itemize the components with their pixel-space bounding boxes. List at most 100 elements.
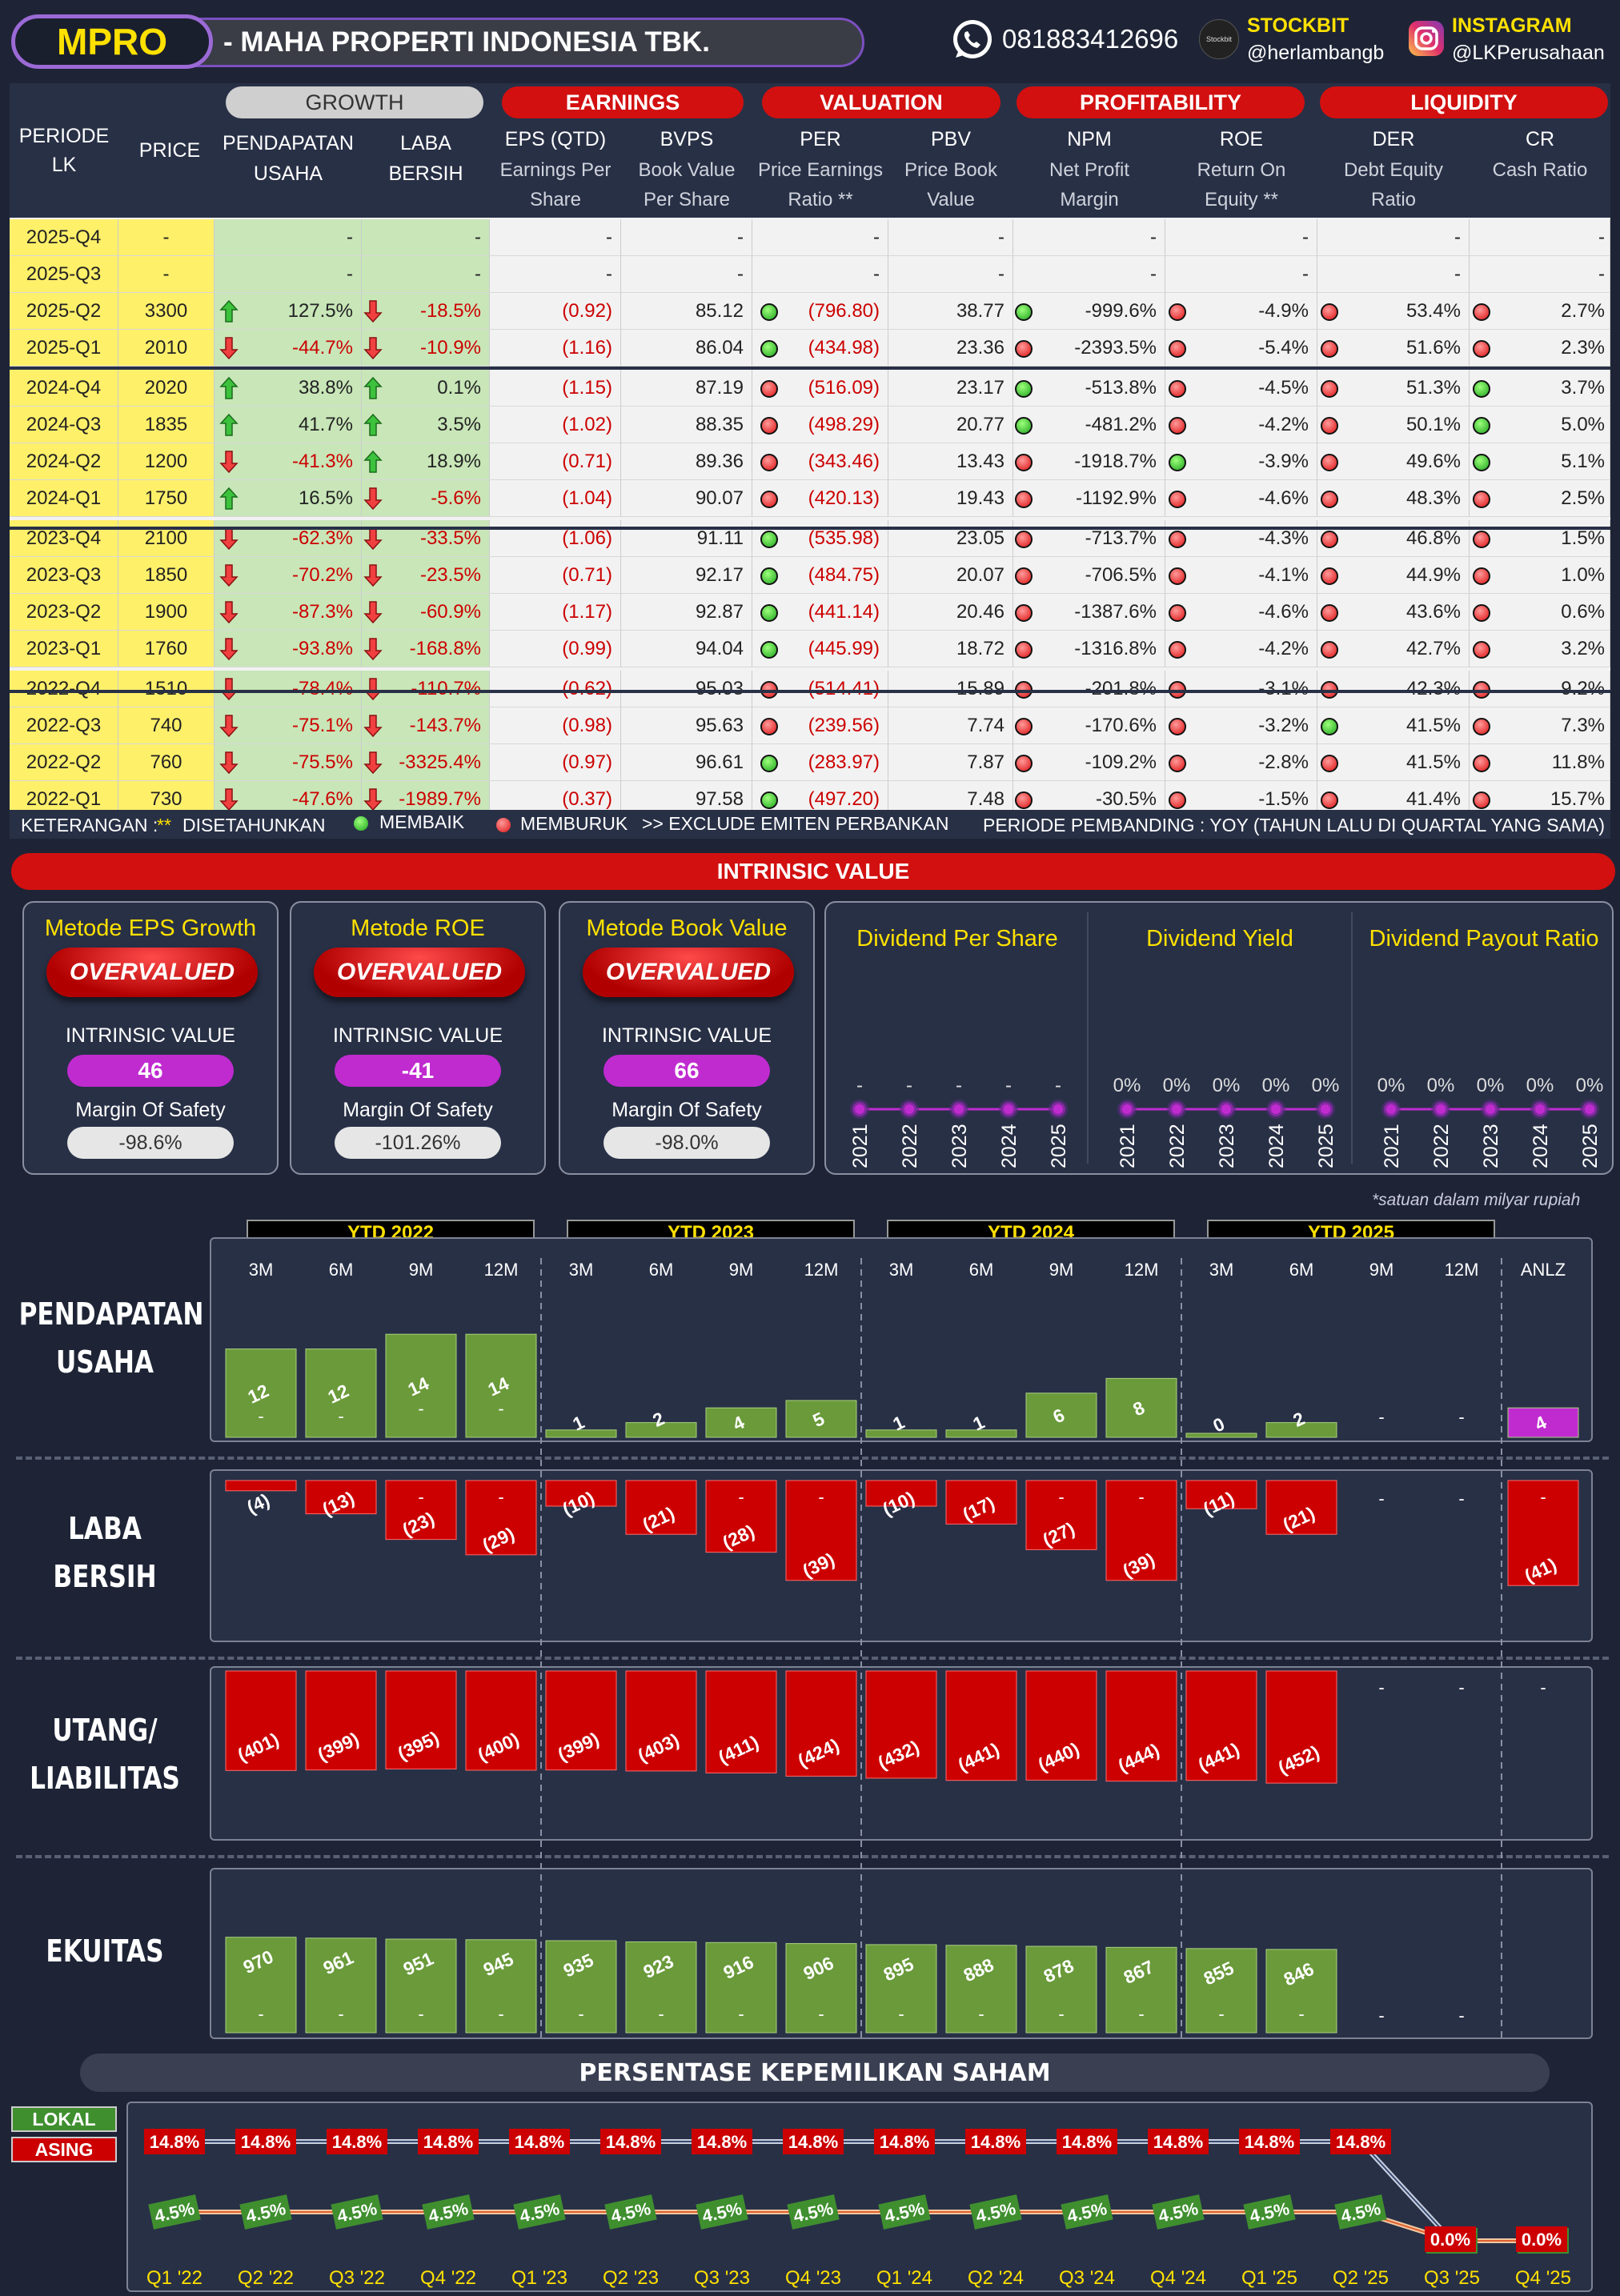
cell-roe: -4.2% bbox=[1165, 631, 1317, 667]
ownership-zero-value: 0.0% bbox=[1522, 2230, 1562, 2250]
legend-memburuk: MEMBURUK bbox=[520, 813, 628, 834]
cell-laba: 3.5% bbox=[362, 407, 490, 443]
status-red-dot-icon bbox=[1473, 604, 1490, 622]
status-red-dot-icon bbox=[1169, 340, 1186, 358]
status-red-dot-icon bbox=[1321, 303, 1338, 321]
arrow-up-icon bbox=[363, 450, 383, 473]
instagram-icon bbox=[1407, 19, 1446, 62]
ownership-period: Q1 '22 bbox=[146, 2267, 202, 2289]
status-green-dot-icon bbox=[1321, 718, 1338, 735]
status-red-dot-icon bbox=[1473, 755, 1490, 772]
dividend-year: 2023 bbox=[1216, 1124, 1238, 1168]
status-red-dot-icon bbox=[760, 417, 778, 435]
col-pbv-sub: Price Book Value bbox=[904, 159, 998, 210]
revenue-bar bbox=[785, 1400, 857, 1438]
col-cr-sub: Cash Ratio bbox=[1492, 159, 1588, 181]
cell-npm: -1192.9% bbox=[1013, 480, 1165, 517]
legend-keterangan: KETERANGAN : bbox=[21, 815, 158, 835]
cell-per: (535.98) bbox=[752, 520, 888, 557]
profit-bar bbox=[865, 1480, 937, 1507]
revenue-bar bbox=[865, 1429, 937, 1438]
empty-marker: - bbox=[1058, 1487, 1064, 1507]
company-bar: - MAHA PROPERTI INDONESIA TBK. bbox=[160, 18, 864, 67]
arrow-up-icon bbox=[219, 299, 239, 323]
period-tick: 3M bbox=[1209, 1260, 1234, 1280]
cell-price: 1200 bbox=[118, 443, 215, 480]
arrow-down-icon bbox=[363, 751, 383, 775]
arrow-down-icon bbox=[219, 451, 239, 474]
cell-pend: -44.7% bbox=[215, 330, 362, 367]
dividend-value: - bbox=[1055, 1075, 1061, 1096]
profit-bar bbox=[1265, 1480, 1337, 1535]
col-cr: CR bbox=[1525, 128, 1555, 150]
ownership-period: Q3 '22 bbox=[329, 2267, 385, 2289]
arrow-down-icon bbox=[363, 715, 383, 738]
cell-bvps: 90.07 bbox=[621, 480, 752, 517]
empty-marker: - bbox=[978, 2004, 984, 2024]
cell-price: 1835 bbox=[118, 407, 215, 443]
legend-exclude: >> EXCLUDE EMITEN PERBANKAN bbox=[642, 813, 949, 834]
arrow-down-icon bbox=[219, 751, 239, 775]
empty-marker: - bbox=[1378, 1407, 1384, 1427]
status-red-dot-icon bbox=[1169, 604, 1186, 622]
cell-pend: -70.2% bbox=[215, 557, 362, 594]
ownership-period: Q4 '24 bbox=[1150, 2267, 1206, 2289]
asing-value: 14.8% bbox=[1336, 2132, 1385, 2152]
intrinsic-value: -41 bbox=[335, 1055, 501, 1087]
col-per: PER bbox=[800, 128, 841, 150]
equity-bar bbox=[305, 1937, 377, 2034]
cell-pbv: - bbox=[888, 219, 1013, 256]
revenue-bar bbox=[1185, 1432, 1257, 1438]
lokal-value-box bbox=[1334, 2194, 1387, 2230]
dividend-chart: Dividend Per Share - 2021 - 2022 - 2023 - 2024 - 2… bbox=[849, 926, 1603, 1168]
cell-roe: - bbox=[1165, 256, 1317, 293]
revenue-bar bbox=[305, 1348, 377, 1438]
cell-npm: - bbox=[1013, 219, 1165, 256]
ownership-period: Q4 '23 bbox=[785, 2267, 841, 2289]
status-red-dot-icon bbox=[1321, 417, 1338, 435]
cell-pend: -62.3% bbox=[215, 520, 362, 557]
period-tick: 6M bbox=[649, 1260, 674, 1280]
cell-der: - bbox=[1317, 256, 1470, 293]
status-red-dot-icon bbox=[1321, 641, 1338, 659]
cell-der: - bbox=[1317, 219, 1470, 256]
profit-bar bbox=[225, 1480, 297, 1492]
arrow-down-icon bbox=[219, 715, 239, 738]
cell-eps: (0.99) bbox=[490, 631, 621, 667]
cell-p: 2025-Q2 bbox=[10, 293, 118, 330]
cell-roe: -4.1% bbox=[1165, 557, 1317, 594]
table-row: 2024-Q3 1835 41.7% 3.5% (1.02) 88.35 (498.29) 2… bbox=[10, 407, 1610, 443]
arrow-down-icon bbox=[363, 337, 383, 360]
cell-laba: - bbox=[362, 256, 490, 293]
table-row: 2024-Q1 1750 16.5% -5.6% (1.04) 90.07 (420.13)… bbox=[10, 480, 1610, 517]
cell-roe: -4.9% bbox=[1165, 293, 1317, 330]
cell-eps: (0.71) bbox=[490, 557, 621, 594]
asing-value: 14.8% bbox=[971, 2132, 1021, 2152]
col-pendapatan: PENDAPATAN USAHA bbox=[223, 132, 354, 185]
cell-bvps: 94.04 bbox=[621, 631, 752, 667]
stockbit-label: STOCKBIT bbox=[1247, 14, 1349, 37]
empty-marker: - bbox=[898, 2004, 904, 2024]
asing-value-box bbox=[1148, 2129, 1209, 2154]
arrow-up-icon bbox=[363, 376, 383, 399]
cell-eps: (0.71) bbox=[490, 443, 621, 480]
equity-bar bbox=[1105, 1946, 1177, 2034]
cell-pbv: 23.17 bbox=[888, 370, 1013, 407]
status-red-dot-icon bbox=[760, 718, 778, 735]
profit-bar bbox=[785, 1480, 857, 1581]
cell-pbv: - bbox=[888, 256, 1013, 293]
intrinsic-value-label: INTRINSIC VALUE bbox=[332, 1024, 503, 1047]
empty-marker: - bbox=[1218, 2004, 1224, 2024]
status-green-dot-icon bbox=[760, 791, 778, 809]
asing-value: 14.8% bbox=[1245, 2132, 1294, 2152]
ownership-title-text: PERSENTASE KEPEMILIKAN SAHAM bbox=[579, 2058, 1051, 2087]
section-label-ekuitas: EKUITAS bbox=[46, 1933, 164, 1969]
intrinsic-value-label: INTRINSIC VALUE bbox=[601, 1024, 772, 1047]
group-liquidity: LIQUIDITY bbox=[1320, 86, 1608, 118]
status-green-dot-icon bbox=[1473, 454, 1490, 471]
dividend-year: 2023 bbox=[948, 1124, 971, 1168]
cell-pbv: 20.07 bbox=[888, 557, 1013, 594]
period-tick: 3M bbox=[249, 1260, 274, 1280]
cell-per: - bbox=[752, 219, 888, 256]
cell-cr: 2.5% bbox=[1470, 480, 1610, 517]
